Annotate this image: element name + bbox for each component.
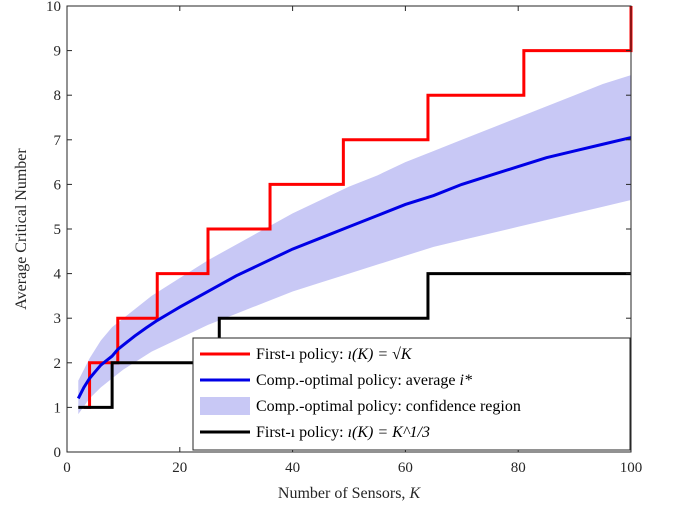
y-tick-label: 4	[54, 267, 62, 283]
x-axis-label: Number of Sensors, K	[278, 485, 422, 502]
y-tick-label: 3	[54, 311, 62, 327]
legend: First-ı policy: ı(K) = √K Comp.-optimal p…	[192, 337, 631, 451]
y-tick-label: 8	[54, 88, 62, 104]
y-tick-label: 6	[54, 177, 62, 193]
legend-swatch-band	[200, 397, 250, 415]
band-band	[78, 75, 631, 415]
confidence-band-layer	[78, 75, 631, 415]
legend-entry-sqrt: First-ı policy: ı(K) = √K	[256, 346, 413, 363]
axis-ticks-layer: 0 20 40 60 80 100 0 1 2 3 4 5 6 7 8 9 10	[46, 0, 642, 476]
y-axis-label: Average Critical Number	[13, 148, 30, 310]
y-tick-label: 1	[54, 400, 62, 416]
x-tick-label: 80	[511, 460, 526, 476]
y-tick-label: 0	[54, 445, 62, 461]
y-tick-label: 7	[54, 133, 62, 149]
y-tick-label: 10	[46, 0, 61, 15]
x-tick-label: 100	[620, 460, 643, 476]
x-tick-label: 60	[398, 460, 413, 476]
legend-entry-band: Comp.-optimal policy: confidence region	[256, 398, 521, 415]
x-tick-label: 20	[172, 460, 187, 476]
y-tick-label: 5	[54, 222, 62, 238]
x-tick-label: 40	[285, 460, 300, 476]
line-avg	[76, 136, 632, 400]
legend-entry-avg: Comp.-optimal policy: average i*	[256, 372, 472, 389]
legend-box	[192, 337, 631, 451]
y-tick-label: 2	[54, 356, 62, 372]
x-tick-label: 0	[63, 460, 71, 476]
legend-entry-cbrt: First-ı policy: ı(K) = K^1/3	[256, 424, 430, 441]
y-tick-label: 9	[54, 44, 62, 60]
